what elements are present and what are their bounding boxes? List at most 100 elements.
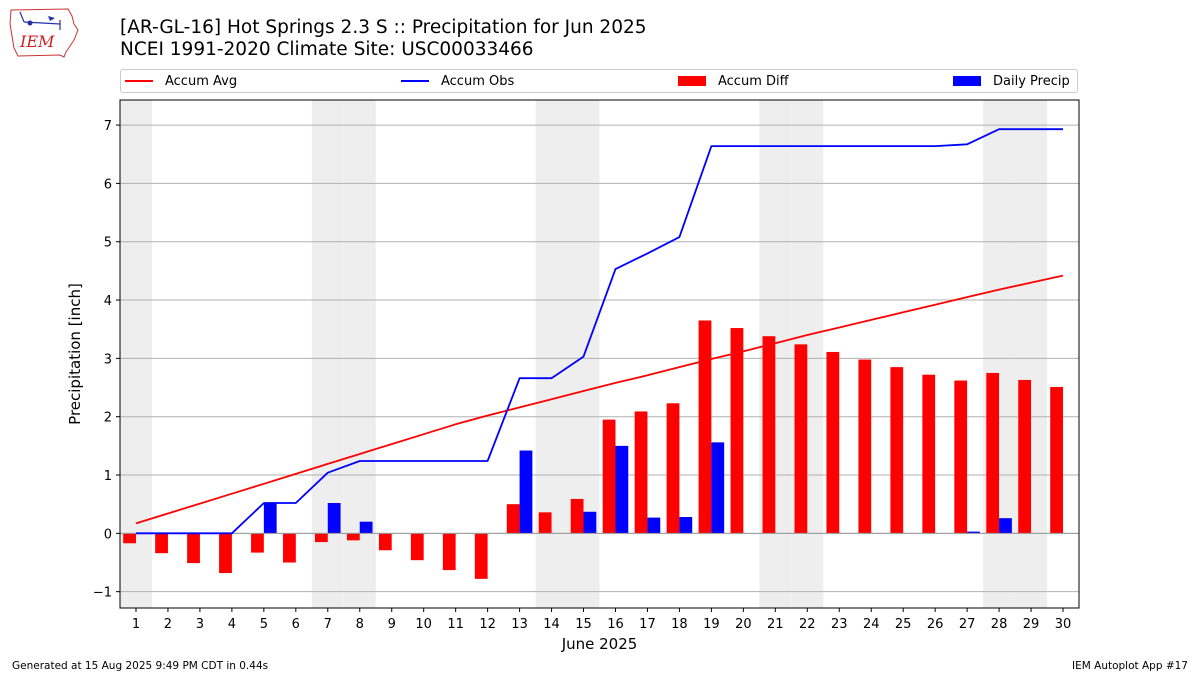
daily-precip-bar bbox=[711, 442, 725, 534]
y-tick-label: 5 bbox=[104, 236, 112, 251]
accum-diff-bar bbox=[123, 533, 136, 544]
accum-diff-bar bbox=[283, 533, 296, 563]
chart-subtitle: NCEI 1991-2020 Climate Site: USC00033466 bbox=[120, 39, 534, 60]
x-tick-label: 24 bbox=[863, 617, 880, 632]
accum-diff-bar bbox=[858, 359, 872, 534]
y-axis-label: Precipitation [inch] bbox=[66, 283, 84, 425]
daily-precip-bar bbox=[999, 518, 1012, 534]
accum-diff-bar bbox=[155, 533, 168, 554]
accum-diff-bar bbox=[602, 419, 616, 534]
y-tick-label: 4 bbox=[104, 294, 112, 309]
bars bbox=[120, 320, 1079, 579]
accum-diff-bar bbox=[698, 320, 712, 534]
daily-precip-bar bbox=[967, 531, 980, 534]
accum-diff-bar bbox=[794, 344, 808, 534]
x-tick-label: 13 bbox=[511, 617, 528, 632]
legend-label: Accum Avg bbox=[165, 73, 238, 89]
x-tick-label: 2 bbox=[164, 617, 172, 632]
accum-diff-bar bbox=[187, 533, 200, 564]
app-credit: IEM Autoplot App #17 bbox=[1072, 660, 1188, 672]
legend-item-accum-obs: Accum Obs bbox=[401, 70, 514, 92]
x-tick-label: 22 bbox=[799, 617, 816, 632]
legend-item-accum-avg: Accum Avg bbox=[125, 70, 237, 92]
daily-precip-bar bbox=[647, 517, 661, 534]
accum-diff-bar bbox=[634, 411, 648, 534]
accum-diff-bar bbox=[954, 380, 968, 534]
accum-diff-bar bbox=[346, 533, 360, 541]
accum-obs-swatch bbox=[401, 80, 429, 82]
x-tick-label: 16 bbox=[607, 617, 624, 632]
legend-item-daily-precip: Daily Precip bbox=[953, 70, 1070, 92]
x-tick-label: 14 bbox=[543, 617, 560, 632]
x-tick-label: 3 bbox=[196, 617, 204, 632]
x-tick-label: 30 bbox=[1055, 617, 1072, 632]
accum-avg-swatch bbox=[125, 80, 153, 82]
x-tick-label: 6 bbox=[292, 617, 300, 632]
accum-diff-bar bbox=[922, 374, 936, 534]
accum-diff-bar bbox=[410, 533, 424, 561]
accum-diff-bar bbox=[314, 533, 328, 543]
series-lines bbox=[135, 128, 1064, 535]
x-tick-label: 12 bbox=[479, 617, 496, 632]
chart-title: [AR-GL-16] Hot Springs 2.3 S :: Precipit… bbox=[120, 17, 647, 38]
x-tick-label: 21 bbox=[767, 617, 784, 632]
accum-diff-bar bbox=[538, 512, 552, 534]
x-tick-label: 11 bbox=[447, 617, 464, 632]
accum-diff-bar bbox=[378, 533, 392, 551]
daily-precip-bar bbox=[583, 511, 597, 534]
accum-diff-bar bbox=[730, 328, 744, 534]
x-axis-label: June 2025 bbox=[561, 635, 638, 653]
accum-diff-bar bbox=[890, 367, 904, 534]
x-tick-label: 9 bbox=[388, 617, 396, 632]
accum-diff-bar bbox=[1050, 386, 1064, 534]
logo-text: IEM bbox=[19, 32, 55, 51]
x-tick-label: 8 bbox=[356, 617, 364, 632]
accum-diff-bar bbox=[442, 533, 456, 571]
x-tick-label: 1 bbox=[132, 617, 140, 632]
legend-label: Accum Diff bbox=[718, 73, 789, 89]
x-tick-label: 7 bbox=[324, 617, 332, 632]
x-tick-label: 28 bbox=[991, 617, 1008, 632]
x-tick-label: 25 bbox=[895, 617, 912, 632]
legend: Accum Avg Accum Obs Accum Diff Daily Pre… bbox=[120, 69, 1078, 93]
accum-diff-bar bbox=[762, 336, 776, 534]
daily-precip-bar bbox=[359, 521, 373, 534]
y-tick-label: 0 bbox=[104, 527, 112, 542]
x-tick-label: 18 bbox=[671, 617, 688, 632]
x-tick-label: 26 bbox=[927, 617, 944, 632]
accum-diff-bar bbox=[474, 533, 488, 579]
y-tick-label: 2 bbox=[104, 411, 112, 426]
accum-diff-swatch bbox=[678, 76, 706, 86]
x-tick-label: 20 bbox=[735, 617, 752, 632]
x-tick-label: 27 bbox=[959, 617, 976, 632]
y-tick-label: 6 bbox=[104, 177, 112, 192]
iowa-outline-icon bbox=[9, 8, 79, 58]
accum-diff-bar bbox=[1018, 379, 1032, 534]
x-tick-label: 5 bbox=[260, 617, 268, 632]
accum-diff-bar bbox=[219, 533, 232, 574]
daily-precip-bar bbox=[519, 450, 533, 534]
accum-diff-bar bbox=[666, 403, 680, 534]
accum-obs-line bbox=[136, 128, 1063, 535]
x-tick-label: 23 bbox=[831, 617, 848, 632]
plot-frame bbox=[119, 99, 1080, 609]
x-tick-label: 29 bbox=[1023, 617, 1040, 632]
daily-precip-swatch bbox=[953, 76, 981, 86]
accum-diff-bar bbox=[826, 351, 840, 534]
accum-diff-bar bbox=[506, 504, 520, 534]
y-tick-label: 7 bbox=[104, 119, 112, 134]
legend-item-accum-diff: Accum Diff bbox=[678, 70, 789, 92]
accum-diff-bar bbox=[570, 498, 584, 534]
x-tick-label: 4 bbox=[228, 617, 236, 632]
accum-diff-bar bbox=[251, 533, 264, 553]
daily-precip-bar bbox=[679, 517, 693, 534]
daily-precip-bar bbox=[327, 503, 341, 534]
daily-precip-bar bbox=[263, 503, 277, 534]
iem-logo: IEM bbox=[9, 8, 79, 58]
accum-diff-bar bbox=[986, 372, 1000, 534]
accum-avg-line bbox=[135, 274, 1064, 525]
y-tick-label: 1 bbox=[104, 469, 112, 484]
y-tick-label: −1 bbox=[93, 586, 112, 601]
x-tick-label: 10 bbox=[415, 617, 432, 632]
